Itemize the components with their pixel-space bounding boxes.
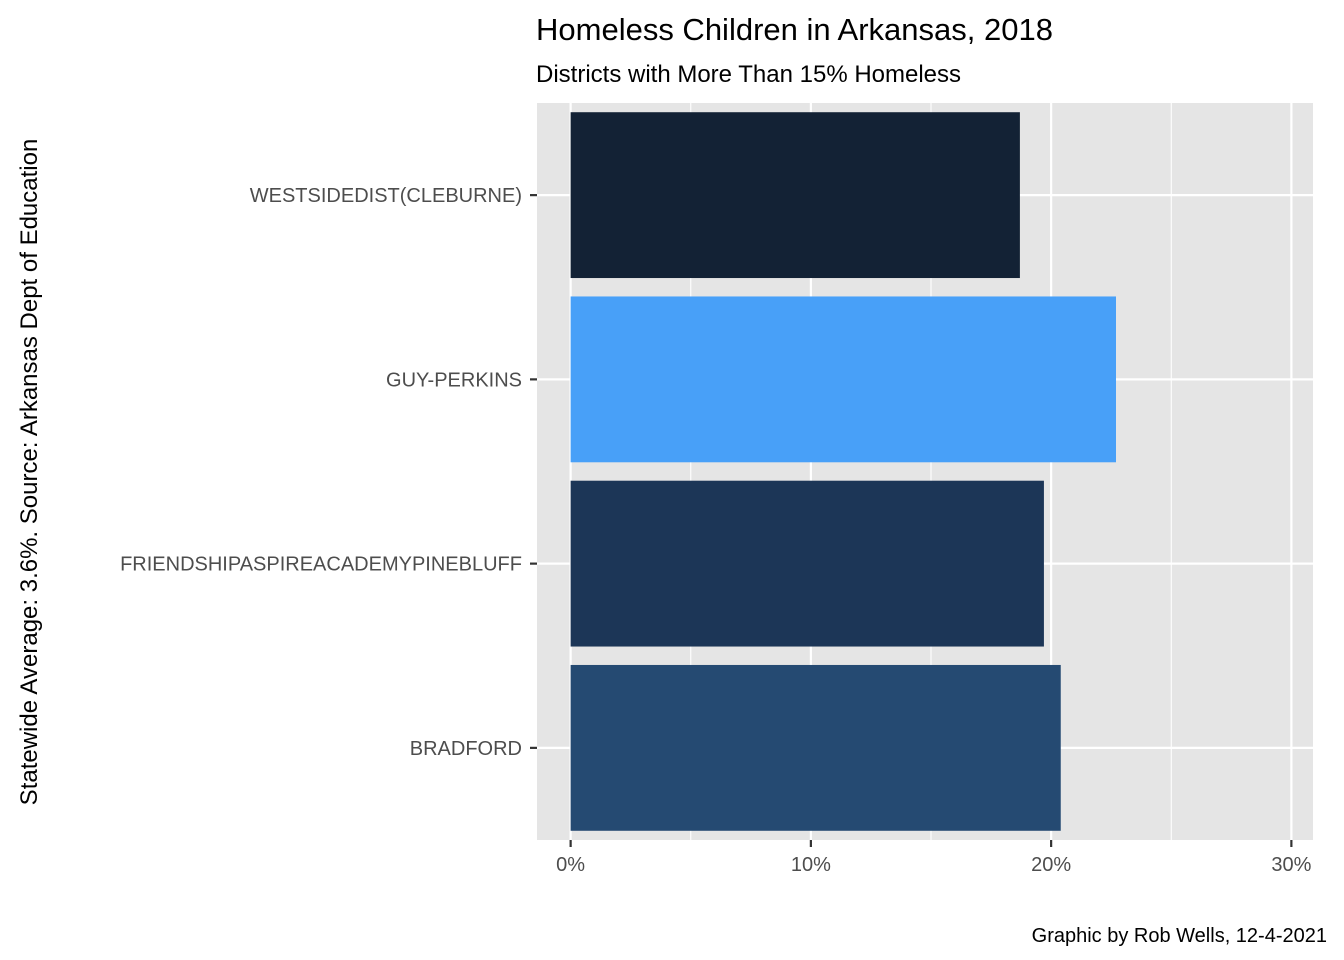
x-tick-label: 0%: [556, 854, 585, 876]
x-tick-label: 30%: [1271, 854, 1311, 876]
bar-bradford: [570, 664, 1061, 831]
bar-westsidedist-cleburne: [570, 112, 1020, 279]
y-tick-label: GUY-PERKINS: [386, 369, 522, 391]
bar-guy-perkins: [570, 296, 1116, 463]
x-tick-label: 10%: [791, 854, 831, 876]
bars: [570, 112, 1116, 831]
y-tick-label: WESTSIDEDIST(CLEBURNE): [250, 185, 522, 207]
y-axis: WESTSIDEDIST(CLEBURNE) GUY-PERKINS FRIENDS…: [120, 185, 537, 760]
y-axis-title: Statewide Average: 3.6%. Source: Arkansa…: [16, 139, 43, 806]
chart-subtitle: Districts with More Than 15% Homeless: [536, 61, 961, 88]
chart-title: Homeless Children in Arkansas, 2018: [536, 12, 1053, 47]
x-tick-label: 20%: [1031, 854, 1071, 876]
bar-friendshipaspireacademypinebluff: [570, 480, 1044, 647]
y-tick-label: FRIENDSHIPASPIREACADEMYPINEBLUFF: [120, 554, 522, 576]
x-axis: 0% 10% 20% 30%: [556, 840, 1312, 876]
y-tick-label: BRADFORD: [410, 738, 522, 760]
chart-caption: Graphic by Rob Wells, 12-4-2021: [1032, 925, 1327, 947]
